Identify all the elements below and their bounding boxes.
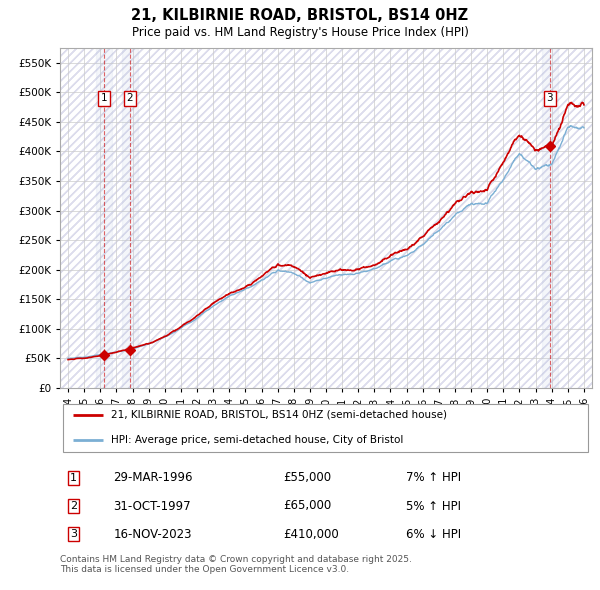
Text: 3: 3 — [70, 529, 77, 539]
Text: 6% ↓ HPI: 6% ↓ HPI — [406, 527, 461, 540]
Text: 2: 2 — [127, 93, 133, 103]
Text: £55,000: £55,000 — [283, 471, 332, 484]
Bar — [122, 48, 138, 388]
Text: £65,000: £65,000 — [283, 500, 332, 513]
Text: 21, KILBIRNIE ROAD, BRISTOL, BS14 0HZ: 21, KILBIRNIE ROAD, BRISTOL, BS14 0HZ — [131, 8, 469, 23]
Text: 16-NOV-2023: 16-NOV-2023 — [113, 527, 192, 540]
Text: £410,000: £410,000 — [283, 527, 339, 540]
FancyBboxPatch shape — [62, 404, 588, 453]
Text: Price paid vs. HM Land Registry's House Price Index (HPI): Price paid vs. HM Land Registry's House … — [131, 26, 469, 39]
Text: 5% ↑ HPI: 5% ↑ HPI — [406, 500, 461, 513]
Text: 3: 3 — [546, 93, 553, 103]
Text: 7% ↑ HPI: 7% ↑ HPI — [406, 471, 461, 484]
Text: 1: 1 — [70, 473, 77, 483]
Text: 2: 2 — [70, 501, 77, 511]
Text: HPI: Average price, semi-detached house, City of Bristol: HPI: Average price, semi-detached house,… — [110, 435, 403, 445]
Bar — [96, 48, 112, 388]
Bar — [542, 48, 557, 388]
Text: 29-MAR-1996: 29-MAR-1996 — [113, 471, 193, 484]
Text: Contains HM Land Registry data © Crown copyright and database right 2025.
This d: Contains HM Land Registry data © Crown c… — [60, 555, 412, 575]
Text: 31-OCT-1997: 31-OCT-1997 — [113, 500, 191, 513]
Text: 21, KILBIRNIE ROAD, BRISTOL, BS14 0HZ (semi-detached house): 21, KILBIRNIE ROAD, BRISTOL, BS14 0HZ (s… — [110, 410, 446, 420]
Text: 1: 1 — [101, 93, 107, 103]
